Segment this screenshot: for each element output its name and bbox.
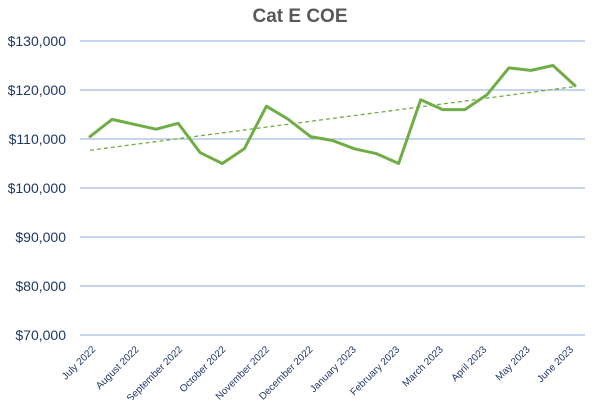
data-point bbox=[132, 123, 136, 126]
data-point bbox=[397, 162, 400, 165]
y-tick-label: $80,000 bbox=[15, 278, 66, 294]
series-line bbox=[88, 64, 577, 165]
y-tick-label: $110,000 bbox=[9, 131, 67, 147]
grid-layer bbox=[80, 40, 585, 336]
y-tick-label: $120,000 bbox=[8, 82, 67, 98]
data-point bbox=[176, 122, 180, 125]
x-tick-label: August 2022 bbox=[94, 344, 142, 392]
data-point bbox=[573, 84, 577, 87]
data-point bbox=[507, 66, 511, 70]
data-point bbox=[441, 108, 444, 111]
x-tick-label: May 2023 bbox=[494, 344, 533, 383]
series-layer bbox=[88, 64, 577, 165]
y-tick-label: $100,000 bbox=[8, 180, 67, 196]
trendline bbox=[89, 85, 576, 151]
data-point bbox=[419, 98, 422, 102]
y-tick-label: $70,000 bbox=[15, 327, 66, 343]
data-point bbox=[243, 147, 246, 150]
x-tick-label: July 2022 bbox=[60, 344, 98, 382]
x-tick-label: April 2023 bbox=[450, 344, 490, 384]
data-point bbox=[154, 128, 158, 131]
y-tick-label: $130,000 bbox=[8, 33, 67, 49]
y-axis: $70,000 $80,000 $90,000 $100,000 $110,000 $12… bbox=[8, 33, 67, 343]
data-point bbox=[331, 139, 334, 142]
data-point bbox=[551, 64, 555, 67]
data-point bbox=[309, 135, 312, 138]
x-tick-label: March 2023 bbox=[401, 344, 446, 389]
y-tick-label: $90,000 bbox=[15, 229, 66, 245]
x-tick-label: June 2023 bbox=[535, 344, 576, 385]
data-point bbox=[199, 151, 202, 154]
data-point bbox=[529, 69, 533, 72]
data-point bbox=[110, 118, 114, 121]
trendline-layer bbox=[89, 85, 576, 151]
chart-title: Cat E COE bbox=[252, 6, 348, 27]
data-point bbox=[375, 152, 378, 155]
data-point bbox=[287, 118, 290, 121]
data-point bbox=[221, 162, 224, 165]
data-point bbox=[88, 135, 92, 138]
data-point bbox=[463, 108, 466, 111]
data-point bbox=[485, 93, 489, 97]
data-point bbox=[265, 104, 268, 108]
data-point bbox=[353, 147, 356, 150]
